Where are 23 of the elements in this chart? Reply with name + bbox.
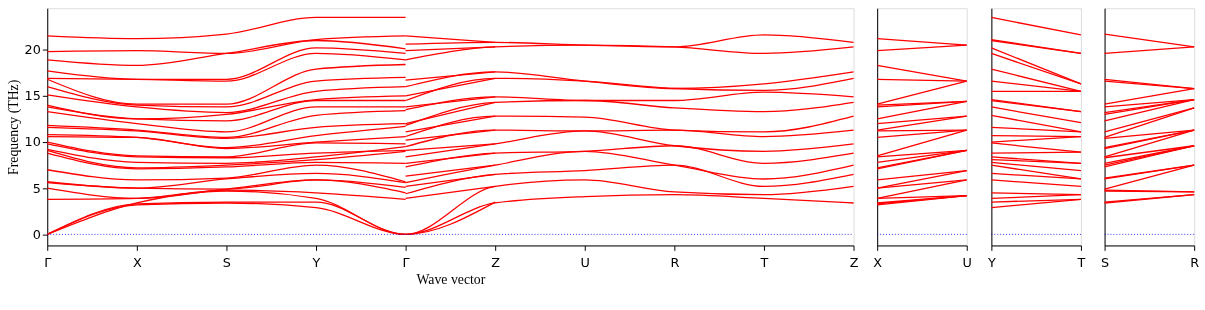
x-tick-label: S: [1101, 254, 1110, 270]
y-tick-label: 0: [32, 226, 41, 242]
x-tick-label: X: [873, 254, 883, 270]
y-axis-title: Frequency (THz): [5, 79, 22, 175]
x-tick-label: Γ: [44, 254, 53, 270]
x-tick-label: R: [1190, 254, 1200, 270]
x-axis-title: Wave vector: [416, 272, 486, 288]
x-tick-label: S: [222, 254, 231, 270]
y-tick-label: 10: [24, 134, 41, 150]
x-tick-label: Z: [849, 254, 859, 270]
x-tick-label: Z: [491, 254, 501, 270]
x-tick-label: Y: [986, 254, 996, 270]
x-tick-label: X: [132, 254, 142, 270]
y-tick-label: 5: [32, 180, 41, 196]
x-tick-label: T: [759, 254, 769, 270]
y-tick-label: 20: [24, 42, 41, 58]
x-tick-label: U: [580, 254, 590, 270]
x-tick-label: U: [962, 254, 972, 270]
x-tick-label: Y: [311, 254, 321, 270]
x-tick-label: Γ: [402, 254, 411, 270]
x-tick-label: R: [670, 254, 680, 270]
y-tick-label: 15: [24, 88, 41, 104]
x-tick-label: T: [1076, 254, 1086, 270]
